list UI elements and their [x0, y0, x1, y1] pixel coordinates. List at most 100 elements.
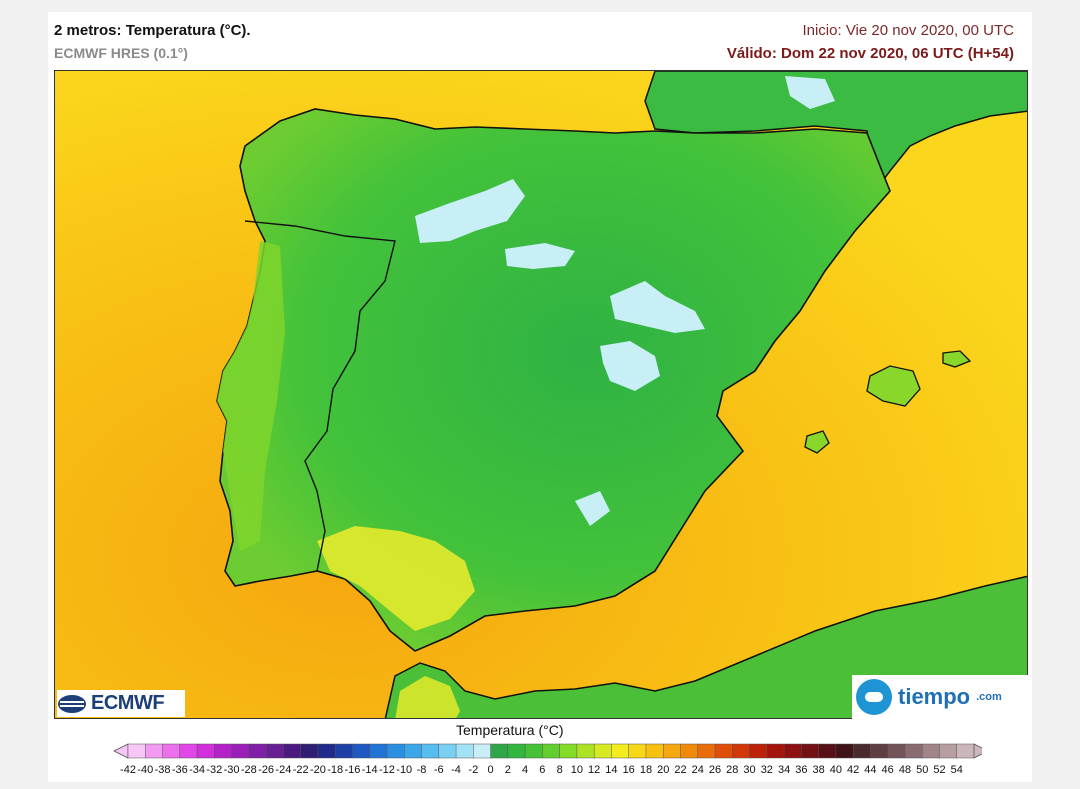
- colorbar-tick-label: 42: [847, 764, 860, 776]
- ecmwf-logo: ECMWF: [57, 690, 185, 717]
- colorbar-tick-label: 32: [760, 764, 773, 776]
- colorbar-swatch: [352, 743, 371, 759]
- colorbar-title: Temperatura (°C): [456, 722, 564, 738]
- colorbar-tick-label: -36: [171, 764, 188, 776]
- colorbar-tick-label: 16: [622, 764, 635, 776]
- colorbar-tick-label: 20: [657, 764, 670, 776]
- colorbar-tick-label: 8: [556, 764, 563, 776]
- colorbar-swatch: [214, 743, 233, 759]
- cold-patch-pyrenees: [785, 76, 835, 109]
- colorbar-tick-label: 30: [743, 764, 756, 776]
- ecmwf-logo-icon: [58, 694, 86, 713]
- colorbar-swatch: [524, 743, 543, 759]
- portugal-border: [244, 220, 396, 572]
- colorbar-tick-label: -2: [468, 764, 479, 776]
- colorbar-tick-label: 2: [504, 764, 511, 776]
- colorbar-swatch: [921, 743, 941, 759]
- colorbar-tick-label: 46: [881, 764, 894, 776]
- cold-patch-duero: [415, 179, 525, 243]
- colorbar-swatch: [714, 743, 733, 759]
- colorbar-tick-label: -8: [416, 764, 427, 776]
- colorbar-swatch: [248, 743, 267, 759]
- colorbar-tick-label: -30: [223, 764, 240, 776]
- portugal-coast-strip: [217, 241, 285, 551]
- colorbar-swatch: [852, 743, 871, 759]
- colorbar-swatch: [386, 743, 405, 759]
- colorbar-swatch: [593, 743, 612, 759]
- colorbar-swatch: [749, 743, 768, 759]
- colorbar-swatch: [369, 743, 388, 759]
- colorbar-swatch: [697, 743, 716, 759]
- colorbar-tick-label: 18: [639, 764, 653, 776]
- map-title: 2 metros: Temperatura (°C).: [54, 22, 251, 39]
- tiempo-logo-text: tiempo: [898, 684, 971, 709]
- colorbar-tick-label: -18: [327, 764, 344, 776]
- colorbar-tick-label: 52: [933, 764, 946, 776]
- colorbar-swatch: [628, 743, 647, 759]
- colorbar-swatch: [611, 743, 630, 759]
- colorbar-tick-label: 40: [829, 764, 842, 776]
- colorbar-tick-label: -16: [344, 764, 361, 776]
- ibiza: [804, 430, 830, 454]
- temperature-map[interactable]: [54, 70, 1028, 719]
- colorbar-swatch: [870, 743, 889, 759]
- colorbar-swatch: [680, 743, 699, 759]
- colorbar-tick-label: 44: [864, 764, 877, 776]
- valid-time: Válido: Dom 22 nov 2020, 06 UTC (H+54): [726, 45, 1014, 62]
- colorbar-tick-label: -32: [206, 764, 223, 776]
- colorbar-tick-label: -20: [309, 764, 326, 776]
- cold-patch-central: [505, 243, 575, 269]
- colorbar-tick-label: -22: [292, 764, 309, 776]
- colorbar-swatch: [507, 743, 526, 759]
- colorbar-swatch: [127, 743, 146, 759]
- colorbar-swatch: [662, 743, 682, 759]
- colorbar-swatch: [576, 743, 595, 759]
- colorbar-swatch: [196, 743, 215, 759]
- colorbar-tick-label: 26: [708, 764, 722, 776]
- colorbar-swatch: [403, 743, 423, 759]
- colorbar-tick-label: 28: [726, 764, 739, 776]
- colorbar-swatch: [334, 743, 353, 759]
- init-time: Inicio: Vie 20 nov 2020, 00 UTC: [802, 22, 1014, 39]
- colorbar-swatch: [887, 743, 906, 759]
- colorbar-swatch: [732, 743, 751, 759]
- guadalquivir-warm-zone: [317, 526, 475, 631]
- colorbar-swatch: [490, 743, 509, 759]
- colorbar-tick-label: -38: [154, 764, 171, 776]
- colorbar-tick-label: -14: [361, 764, 378, 776]
- colorbar-swatch: [438, 743, 457, 759]
- map-canvas: [55, 71, 1027, 718]
- colorbar-swatch: [956, 743, 975, 759]
- colorbar-tick-label: -26: [258, 764, 275, 776]
- colorbar-swatch: [162, 743, 181, 759]
- mallorca: [866, 365, 921, 407]
- colorbar-tick-label: -24: [275, 764, 292, 776]
- cold-patch-sierra: [575, 491, 610, 526]
- cold-patch-iberico: [610, 281, 705, 333]
- colorbar-tick-label: 36: [795, 764, 808, 776]
- colorbar-tick-label: 12: [588, 764, 601, 776]
- colorbar-tick-label: 24: [691, 764, 704, 776]
- colorbar-tick-label: -6: [433, 764, 444, 776]
- colorbar-tick-label: -10: [396, 764, 413, 776]
- colorbar-tick-label: -40: [137, 764, 154, 776]
- colorbar-tick-label: -28: [240, 764, 257, 776]
- colorbar-swatch: [645, 743, 664, 759]
- colorbar-swatch: [421, 743, 440, 759]
- colorbar-swatch: [231, 743, 250, 759]
- colorbar-min-arrow: [113, 743, 129, 759]
- colorbar-tick-label: 50: [916, 764, 929, 776]
- colorbar-tick-label: 34: [777, 764, 791, 776]
- colorbar-swatch: [455, 743, 474, 759]
- colorbar-tick-label: -42: [120, 764, 136, 776]
- colorbar-tick-label: 10: [570, 764, 584, 776]
- colorbar-swatch: [835, 743, 854, 759]
- colorbar-tick-label: 22: [674, 764, 687, 776]
- colorbar-swatch: [300, 743, 319, 759]
- tiempo-logo[interactable]: tiempo .com: [852, 675, 1028, 719]
- colorbar-tick-label: 54: [950, 764, 963, 776]
- colorbar-swatch: [783, 743, 802, 759]
- colorbar-tick-label: -4: [451, 764, 461, 776]
- model-label: ECMWF HRES (0.1°): [54, 45, 188, 61]
- colorbar-tick-label: 48: [898, 764, 912, 776]
